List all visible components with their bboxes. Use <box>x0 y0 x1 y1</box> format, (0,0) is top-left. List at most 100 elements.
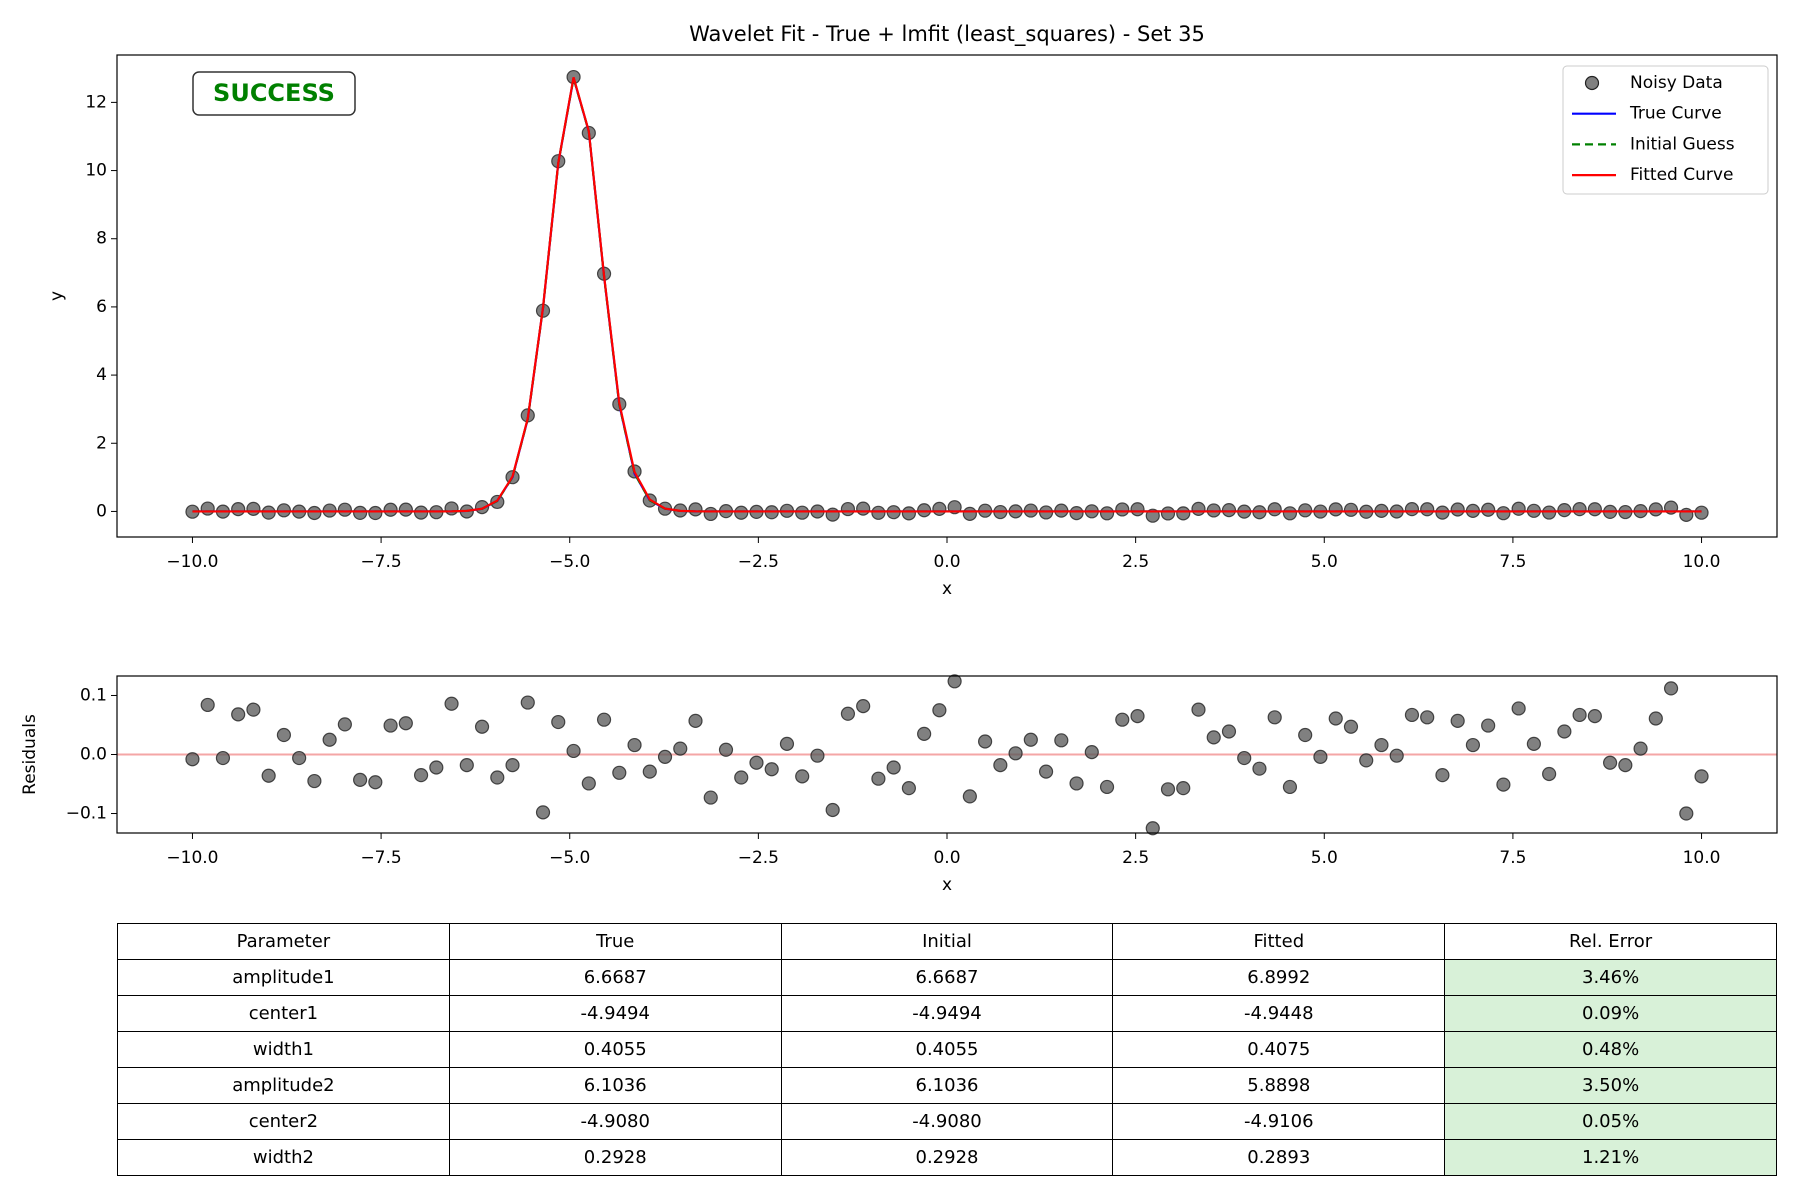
table-cell: width2 <box>117 1139 450 1176</box>
table-cell: 3.50% <box>1444 1067 1777 1104</box>
data-point <box>1359 753 1374 768</box>
data-point <box>1206 730 1221 745</box>
data-point <box>596 712 612 727</box>
data-point <box>1328 711 1343 726</box>
data-point <box>551 714 566 730</box>
data-point <box>1450 502 1465 517</box>
table-cell: -4.9080 <box>448 1103 782 1140</box>
data-point <box>1176 781 1191 796</box>
data-point <box>1313 749 1328 764</box>
data-point <box>1389 748 1404 763</box>
table-cell: 6.1036 <box>448 1067 782 1104</box>
x-tick-label: 5.0 <box>1311 552 1338 572</box>
legend-label: Initial Guess <box>1630 134 1735 154</box>
data-point <box>1115 502 1130 517</box>
data-point <box>1191 702 1206 717</box>
y-tick-label: 0.0 <box>80 745 107 765</box>
data-point <box>398 502 413 517</box>
data-point <box>1160 506 1176 521</box>
table-cell: amplitude2 <box>117 1067 450 1104</box>
data-point <box>932 703 947 718</box>
data-point <box>1298 503 1313 518</box>
data-point <box>810 748 825 763</box>
y-tick-label: 0 <box>96 501 107 521</box>
data-point <box>779 736 795 751</box>
data-point <box>1145 821 1160 836</box>
table-cell: 0.4055 <box>448 1031 782 1068</box>
data-point <box>1496 777 1511 792</box>
x-axis-label: x <box>942 875 952 895</box>
data-point <box>1191 501 1206 516</box>
data-point <box>231 502 246 517</box>
data-point <box>1008 746 1023 761</box>
data-point <box>215 750 231 766</box>
data-point <box>871 771 886 786</box>
table-cell: 0.4055 <box>780 1031 1114 1068</box>
data-point <box>901 506 916 521</box>
y-tick-label: 0.1 <box>80 685 107 705</box>
data-point <box>1282 506 1298 521</box>
data-point <box>1572 707 1587 723</box>
data-point <box>1679 507 1694 522</box>
data-point <box>505 758 520 773</box>
data-point <box>749 755 764 770</box>
plot-frame <box>116 675 1778 834</box>
data-point <box>795 769 810 784</box>
data-point <box>1496 506 1511 521</box>
data-point <box>703 506 718 522</box>
table-cell: True <box>448 923 782 960</box>
table-cell: 1.21% <box>1444 1139 1777 1176</box>
data-point <box>535 805 551 820</box>
data-point <box>688 502 703 517</box>
table-row: amplitude1 6.6687 6.6687 6.8992 3.46% <box>117 959 1777 996</box>
data-point <box>276 727 292 743</box>
data-point <box>337 502 352 517</box>
table-row: amplitude2 6.1036 6.1036 5.8898 3.50% <box>117 1067 1777 1104</box>
legend-label: Noisy Data <box>1630 73 1723 93</box>
table-cell: center2 <box>117 1103 450 1140</box>
curve <box>192 76 1702 513</box>
x-tick-label: 2.5 <box>1122 552 1149 572</box>
data-point <box>1298 727 1313 743</box>
table-cell: 0.05% <box>1444 1103 1777 1140</box>
data-point <box>1404 502 1420 517</box>
data-point <box>444 501 459 516</box>
data-point <box>673 741 688 756</box>
data-point <box>1542 766 1557 782</box>
y-tick-label: −0.1 <box>66 804 107 824</box>
data-point <box>1038 764 1054 779</box>
table-cell: width1 <box>117 1031 450 1068</box>
data-point <box>642 764 657 779</box>
table-cell: 5.8898 <box>1112 1067 1446 1104</box>
x-tick-label: 5.0 <box>1311 848 1338 868</box>
data-point <box>901 781 916 796</box>
data-point <box>353 505 368 521</box>
data-point <box>612 765 627 780</box>
legend-marker <box>1584 75 1600 91</box>
data-point <box>886 760 901 775</box>
data-point <box>1511 701 1526 716</box>
table-cell: -4.9448 <box>1112 995 1446 1032</box>
data-point <box>368 505 383 521</box>
data-point <box>856 699 871 714</box>
data-point <box>703 790 718 805</box>
status-badge <box>192 71 356 116</box>
data-point <box>398 716 413 731</box>
status-text: SUCCESS <box>213 79 335 107</box>
data-point <box>993 758 1008 773</box>
data-point <box>1374 737 1389 753</box>
data-point <box>1099 779 1115 795</box>
data-point <box>1054 733 1069 748</box>
data-point <box>1282 779 1298 795</box>
data-point <box>413 505 429 520</box>
data-point <box>1069 776 1084 791</box>
data-point <box>718 742 734 757</box>
table-cell: -4.9494 <box>448 995 782 1032</box>
y-tick-label: 10 <box>85 161 107 181</box>
data-point <box>1572 502 1587 517</box>
data-point <box>581 776 596 791</box>
table-cell: Fitted <box>1112 923 1446 960</box>
table-row: Parameter True Initial Fitted Rel. Error <box>117 923 1777 960</box>
data-point <box>795 505 810 520</box>
